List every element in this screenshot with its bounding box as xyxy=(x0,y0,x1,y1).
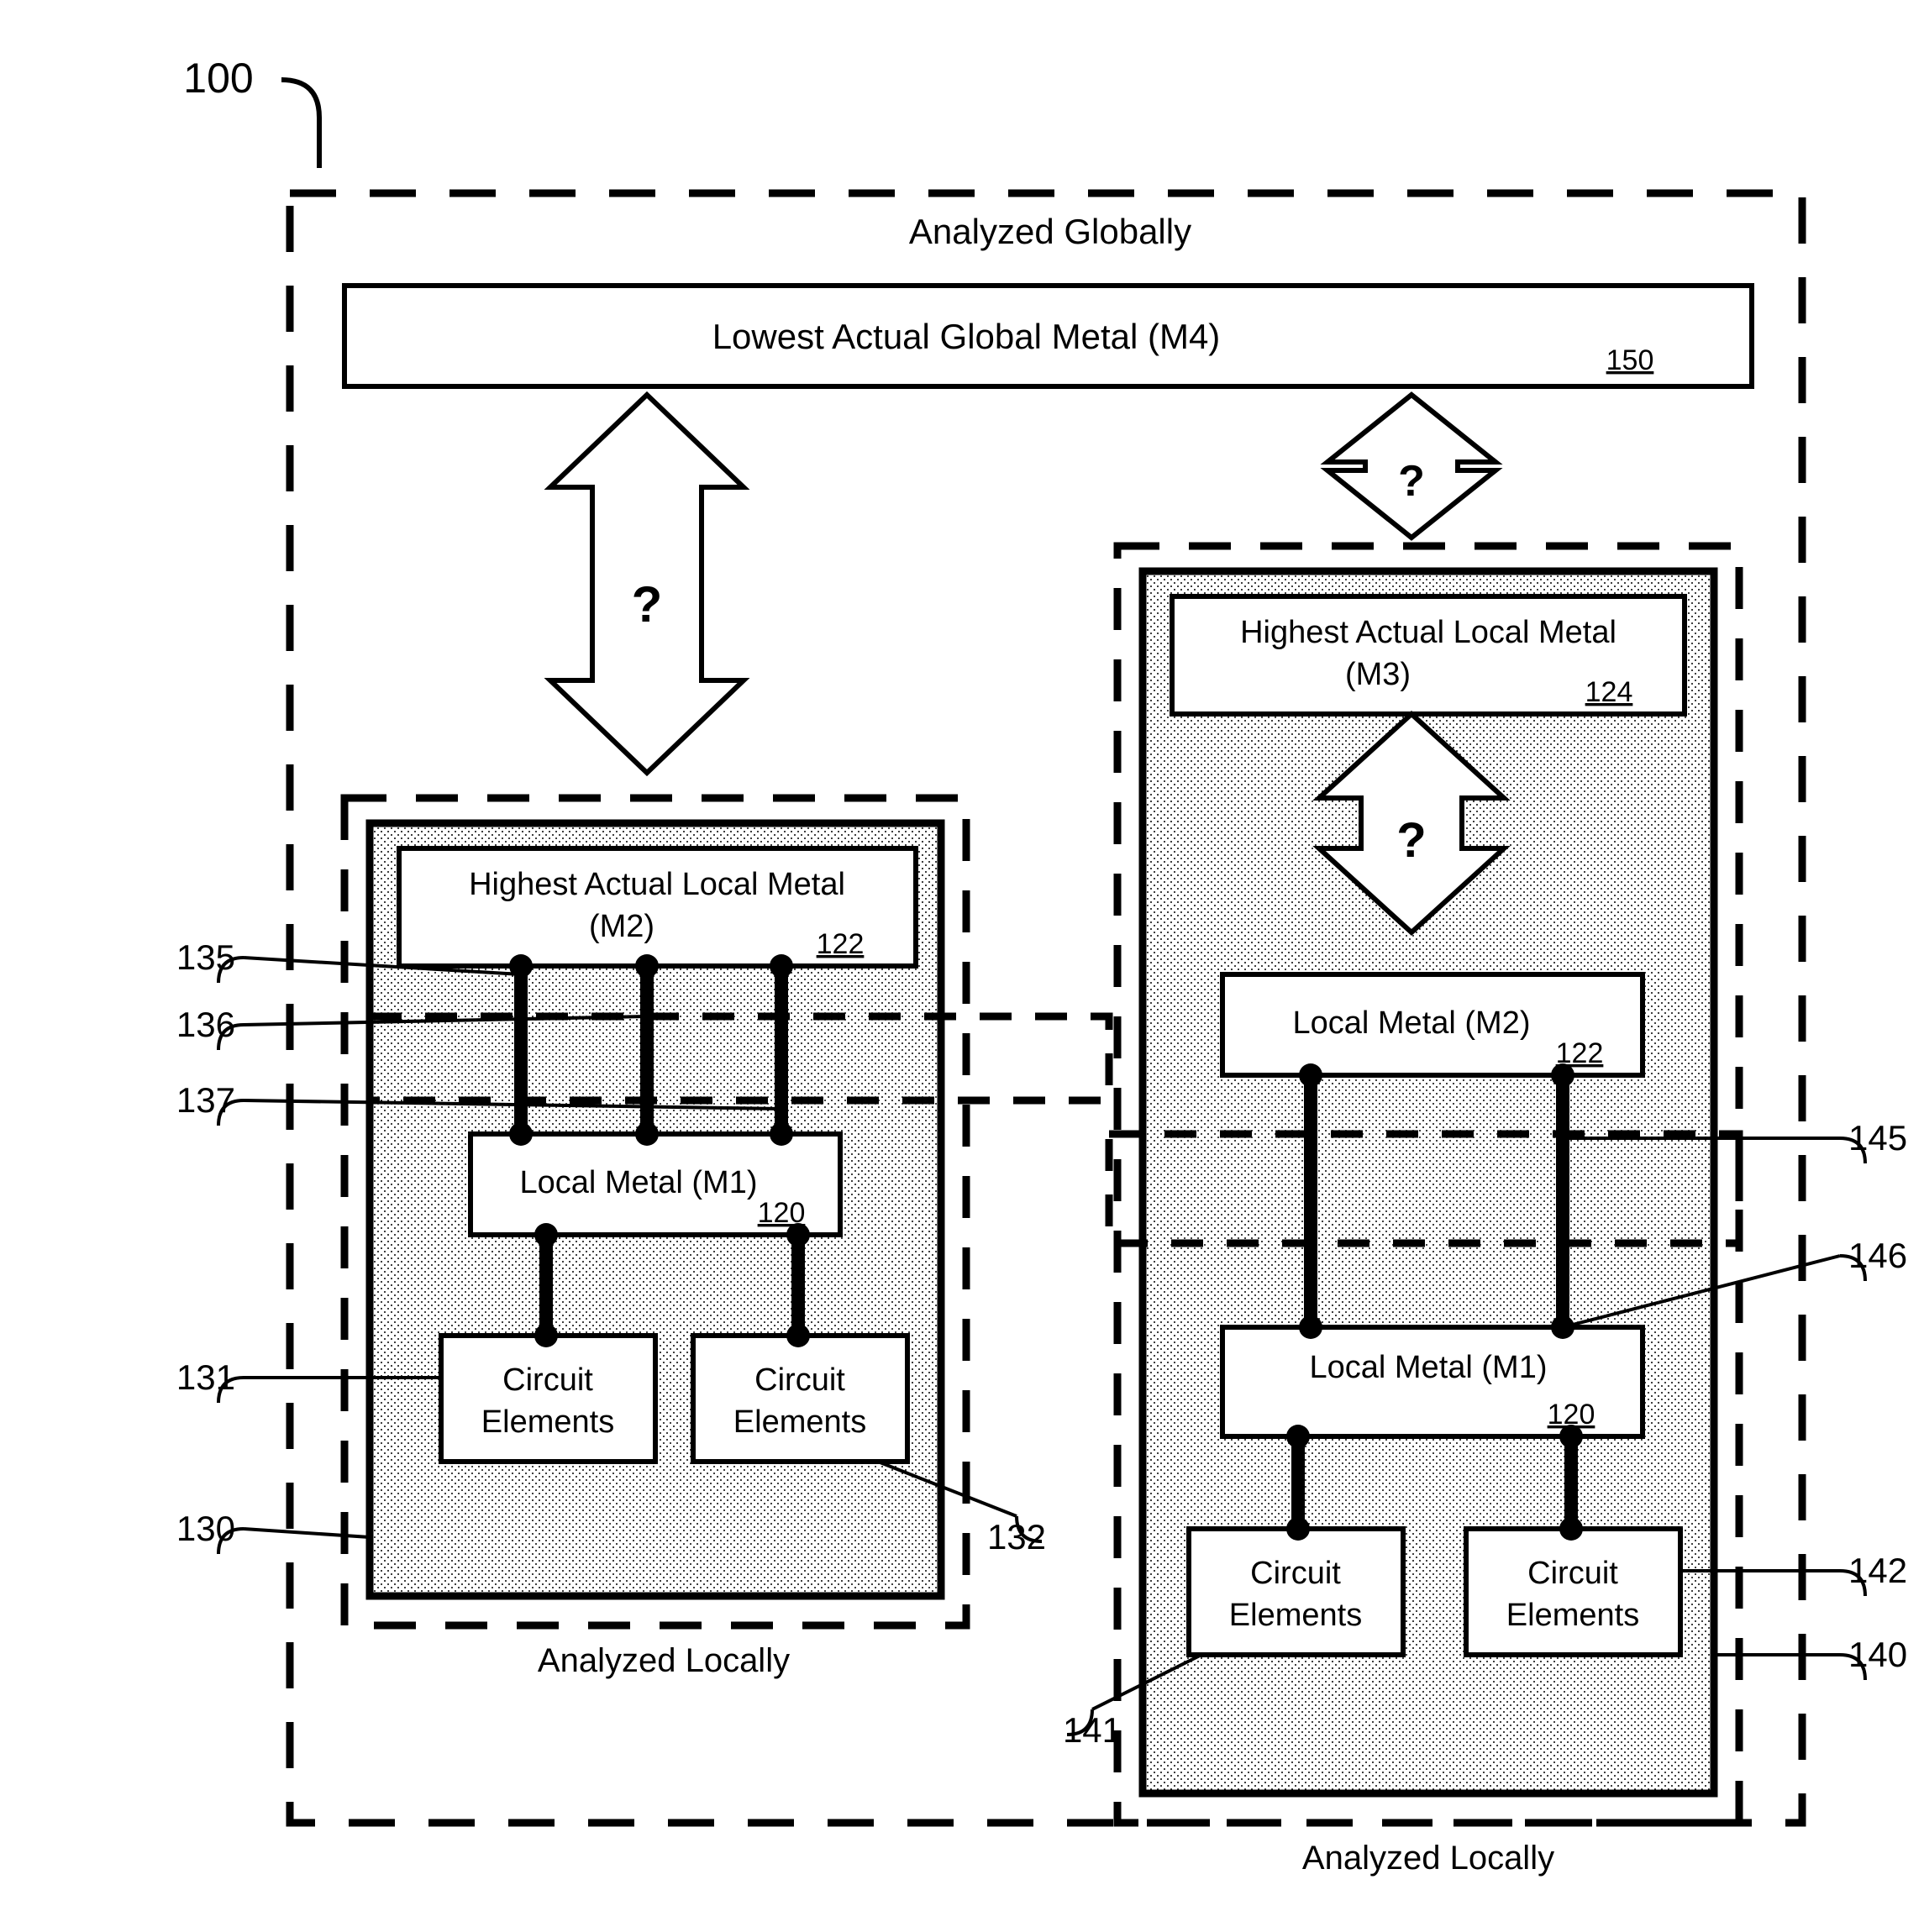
left-analyzed-label: Analyzed Locally xyxy=(538,1642,790,1679)
callout-r-2-label: 142 xyxy=(1848,1551,1907,1590)
left-halm-l1: Highest Actual Local Metal xyxy=(469,867,845,902)
global-title: Analyzed Globally xyxy=(909,212,1191,251)
global-metal-label: Lowest Actual Global Metal (M4) xyxy=(712,317,1221,356)
arrow-right-q2-q: ? xyxy=(1396,813,1426,868)
arrow-left-q-q: ? xyxy=(632,576,663,633)
right-halm-l2: (M3) xyxy=(1345,657,1411,692)
left-ce-1 xyxy=(441,1336,655,1462)
callout-l-4-label: 130 xyxy=(176,1509,235,1548)
right-ce-1 xyxy=(1189,1529,1403,1655)
callout-l-2-label: 137 xyxy=(176,1080,235,1120)
left-ce-1-l1: Circuit xyxy=(502,1362,593,1398)
left-halm-l2: (M2) xyxy=(589,909,654,944)
left-lm1-label: Local Metal (M1) xyxy=(520,1165,758,1200)
left-ce-2-l1: Circuit xyxy=(754,1362,845,1398)
callout-l-0-label: 135 xyxy=(176,937,235,977)
right-halm-ref: 124 xyxy=(1585,676,1633,708)
global-metal-ref: 150 xyxy=(1606,344,1654,376)
callout-r-3-label: 140 xyxy=(1848,1635,1907,1674)
right-ce-2-l1: Circuit xyxy=(1527,1556,1618,1591)
left-ce-1-l2: Elements xyxy=(481,1404,614,1440)
right-ce-2 xyxy=(1466,1529,1680,1655)
right-lm1-label: Local Metal (M1) xyxy=(1310,1350,1548,1385)
right-halm-l1: Highest Actual Local Metal xyxy=(1240,615,1616,650)
left-halm-ref: 122 xyxy=(817,928,865,960)
right-ce-1-l1: Circuit xyxy=(1250,1556,1341,1591)
arrow-right-q-q: ? xyxy=(1398,457,1425,506)
right-ce-1-l2: Elements xyxy=(1229,1598,1362,1633)
left-ce-2 xyxy=(693,1336,907,1462)
callout-r-1-label: 146 xyxy=(1848,1236,1907,1275)
left-ce-2-l2: Elements xyxy=(733,1404,866,1440)
callout-r-0-label: 145 xyxy=(1848,1118,1907,1158)
callout-l-1-label: 136 xyxy=(176,1005,235,1044)
callout-l-3-label: 131 xyxy=(176,1357,235,1397)
right-ce-2-l2: Elements xyxy=(1506,1598,1639,1633)
right-analyzed-label: Analyzed Locally xyxy=(1302,1840,1554,1877)
right-lm2-label: Local Metal (M2) xyxy=(1293,1005,1531,1041)
ref-100: 100 xyxy=(183,55,253,102)
